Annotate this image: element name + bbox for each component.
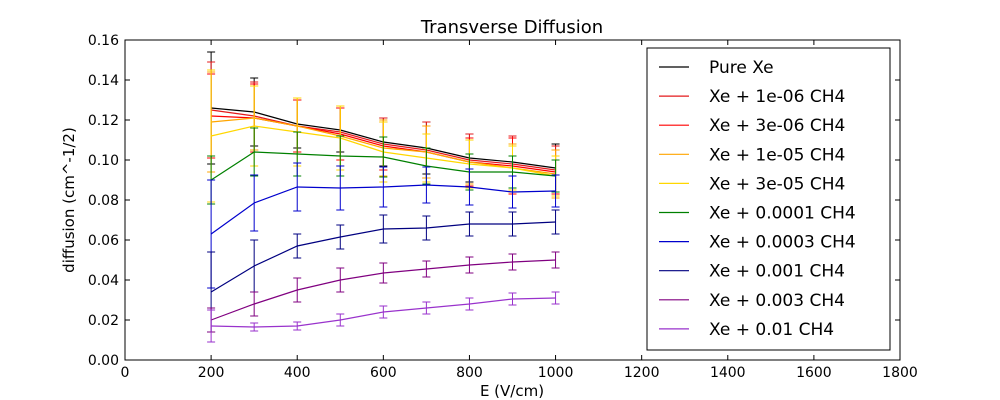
legend: Pure Xe Xe + 1e-06 CH4 Xe + 3e-06 CH4 Xe + … [646, 47, 891, 351]
y-tick-label: 0.08 [88, 193, 119, 209]
series-line [211, 297, 556, 328]
x-tick-label: 400 [284, 365, 311, 381]
ticks-layer: 0 200 400 600 800 1000 1200 1400 1600 1800 0.00 0.0… [88, 33, 918, 381]
x-tick-label: 200 [198, 365, 225, 381]
y-tick-label: 0.12 [88, 113, 119, 129]
y-tick-label: 0.06 [88, 233, 119, 249]
x-tick-label: 600 [370, 365, 397, 381]
y-tick-label: 0.04 [88, 273, 119, 289]
y-tick-label: 0.10 [88, 153, 119, 169]
x-tick-label: 1800 [882, 365, 918, 381]
series-line [210, 151, 556, 181]
legend-label: Xe + 3e-05 CH4 [709, 174, 845, 194]
x-tick-label: 0 [121, 365, 130, 381]
x-tick-label: 1200 [624, 365, 660, 381]
y-tick-label: 0.16 [88, 33, 119, 49]
x-tick-label: 800 [456, 365, 483, 381]
x-tick-label: 1600 [796, 365, 832, 381]
y-axis-label: diffusion (cm^-1/2) [60, 127, 78, 273]
legend-label: Pure Xe [709, 58, 774, 78]
x-axis-label: E (V/cm) [480, 382, 544, 400]
legend-label: Xe + 1e-05 CH4 [709, 145, 845, 165]
chart-title: Transverse Diffusion [420, 17, 603, 38]
series-6 [207, 162, 560, 289]
legend-label: Xe + 0.0003 CH4 [709, 233, 856, 253]
x-tick-label: 1400 [710, 365, 746, 381]
series-9 [207, 291, 560, 343]
legend-label: Xe + 0.0001 CH4 [709, 204, 856, 224]
x-tick-label: 1000 [538, 365, 574, 381]
y-tick-label: 0.14 [88, 73, 119, 89]
series-8 [207, 251, 560, 333]
series-layer [207, 51, 560, 343]
series-line [210, 184, 556, 235]
legend-label: Xe + 0.001 CH4 [709, 262, 845, 282]
y-tick-label: 0.00 [88, 353, 119, 369]
series-line [210, 221, 556, 293]
series-line [210, 259, 556, 321]
legend-label: Xe + 0.003 CH4 [709, 291, 845, 311]
legend-label: Xe + 3e-06 CH4 [709, 116, 845, 136]
y-tick-label: 0.02 [88, 313, 119, 329]
legend-label: Xe + 1e-06 CH4 [709, 87, 845, 107]
legend-label: Xe + 0.01 CH4 [709, 320, 834, 340]
